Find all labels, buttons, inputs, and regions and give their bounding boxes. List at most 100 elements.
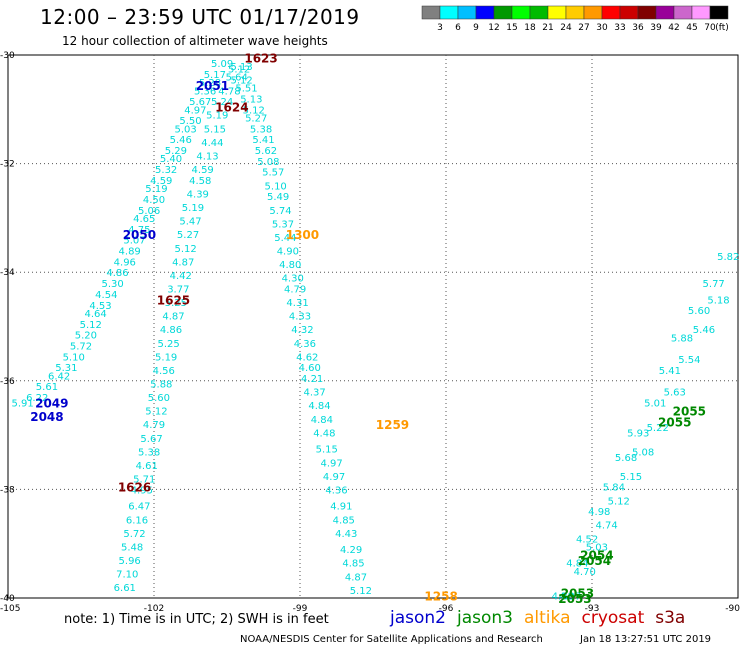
pass-time-label: 1624 [215, 101, 248, 115]
colorbar-label: 42 [668, 23, 679, 33]
footnote: note: 1) Time is in UTC; 2) SWH is in fe… [64, 612, 329, 627]
wave-height-label: 6.47 [128, 502, 150, 513]
wave-height-label: 5.47 [179, 217, 201, 228]
wave-height-label: 5.41 [252, 135, 274, 146]
wave-height-label: 6.61 [114, 583, 136, 594]
wave-height-label: 4.60 [299, 363, 321, 374]
wave-height-label: 4.42 [170, 271, 192, 282]
wave-height-label: 5.19 [155, 352, 177, 363]
wave-height-label: 4.62 [296, 352, 318, 363]
wave-height-label: 5.67 [189, 97, 211, 108]
legend-s3a: s3a [655, 608, 686, 628]
wave-height-label: 4.79 [143, 420, 165, 431]
wave-height-label: 3.77 [167, 284, 189, 295]
wave-height-label: 5.36 [194, 86, 216, 97]
wave-height-label: 4.29 [340, 545, 362, 556]
wave-height-label: 5.96 [119, 556, 141, 567]
y-tick-label: -38 [0, 485, 15, 495]
wave-height-label: 5.15 [316, 445, 338, 456]
pass-time-label: 1625 [157, 293, 190, 307]
wave-height-label: 5.88 [150, 380, 172, 391]
wave-height-label: 5.40 [160, 154, 182, 165]
wave-height-label: 5.12 [228, 65, 250, 76]
colorbar-label: 39 [650, 23, 662, 33]
x-tick-label: -96 [439, 604, 454, 614]
wave-height-label: 4.97 [321, 458, 343, 469]
wave-height-label: 4.33 [289, 312, 311, 323]
pass-time-label: 1259 [376, 418, 409, 432]
pass-time-label: 1300 [286, 228, 319, 242]
wave-height-label: 5.17 [204, 70, 226, 81]
wave-height-label: 5.12 [243, 105, 265, 116]
pass-time-label: 2053 [558, 592, 591, 606]
x-tick-label: -90 [725, 604, 740, 614]
wave-height-label: 4.54 [95, 290, 117, 301]
wave-height-label: 5.28 [199, 78, 221, 89]
wave-height-label: 6.16 [126, 515, 148, 526]
wave-height-label: 4.37 [303, 388, 325, 399]
wave-height-label: 4.90 [277, 246, 299, 257]
wave-height-label: 5.67 [140, 434, 162, 445]
wave-height-label: 5.60 [688, 306, 710, 317]
wave-height-label: 4.50 [143, 195, 165, 206]
wave-height-label: 5.25 [165, 298, 187, 309]
wave-height-label: 4.87 [172, 257, 194, 268]
wave-height-label: 5.61 [36, 382, 58, 393]
wave-height-label: 4.85 [342, 559, 364, 570]
pass-time-label: 2055 [673, 405, 706, 419]
wave-height-label: 4.85 [333, 515, 355, 526]
wave-height-label: 4.78 [218, 86, 240, 97]
wave-height-label: 5.27 [245, 113, 267, 124]
colorbar-label: 12 [488, 23, 499, 33]
x-tick-label: -102 [144, 604, 164, 614]
wave-height-label: 5.12 [608, 496, 630, 507]
legend-jason2: jason2 [390, 608, 446, 628]
colorbar-label: 21 [542, 23, 553, 33]
wave-height-label: 5.03 [586, 542, 608, 553]
pass-time-label: 2049 [35, 397, 68, 411]
wave-height-label: 4.13 [196, 151, 218, 162]
wave-height-label: 5.82 [717, 252, 739, 263]
wave-height-label: 5.46 [693, 325, 715, 336]
wave-height-label: 4.87 [345, 572, 367, 583]
wave-height-label: 5.93 [627, 428, 649, 439]
wave-height-label: 5.64 [226, 73, 248, 84]
legend-cryosat: cryosat [581, 608, 645, 628]
wave-height-label: 5.62 [255, 146, 277, 157]
wave-height-label: 5.12 [175, 244, 197, 255]
wave-height-label: 4.21 [301, 374, 323, 385]
colorbar-label: 15 [506, 23, 517, 33]
wave-height-label: 4.65 [133, 214, 155, 225]
credit-text: NOAA/NESDIS Center for Satellite Applica… [240, 634, 543, 645]
y-tick-label: -30 [0, 51, 15, 61]
wave-height-label: 4.36 [325, 485, 347, 496]
x-tick-label: -93 [585, 604, 600, 614]
y-tick-label: -32 [0, 160, 15, 170]
plot-area: -105 -102 -99 -96 -93 -90 -30 -32 -34 -36 -38 -40 5.… [0, 51, 740, 614]
plot-frame [7, 54, 739, 599]
wave-height-label: 5.08 [632, 447, 654, 458]
wave-height-label: 5.54 [678, 355, 700, 366]
wave-height-label: 4.98 [588, 507, 610, 518]
wave-height-label: 5.10 [265, 181, 287, 192]
wave-height-label: 5.13 [230, 62, 252, 73]
wave-height-label: 4.91 [330, 502, 352, 513]
wave-height-label: 5.12 [80, 320, 102, 331]
pass-time-label: 1623 [244, 52, 277, 66]
wave-height-label: 5.20 [75, 331, 97, 342]
wave-height-label: 5.19 [145, 184, 167, 195]
legend-jason3: jason3 [457, 608, 513, 628]
colorbar: 3 6 9 12 15 18 21 24 27 30 33 36 39 42 45 70 (ft) [421, 5, 729, 33]
pass-time-label: 2051 [196, 79, 229, 93]
wave-height-label: 5.18 [707, 295, 729, 306]
wave-height-label: 5.30 [102, 279, 124, 290]
wave-height-label: 4.48 [313, 428, 335, 439]
wave-height-label: 4.56 [153, 366, 175, 377]
wave-height-label: 4.74 [595, 521, 617, 532]
wave-height-label: 4.84 [311, 415, 333, 426]
colorbar-label: 9 [473, 23, 479, 33]
pass-time-label: 2053 [561, 587, 594, 601]
colorbar-label: 27 [578, 23, 589, 33]
wave-height-label: 4.86 [106, 268, 128, 279]
pass-time-label: 2054 [580, 549, 613, 563]
